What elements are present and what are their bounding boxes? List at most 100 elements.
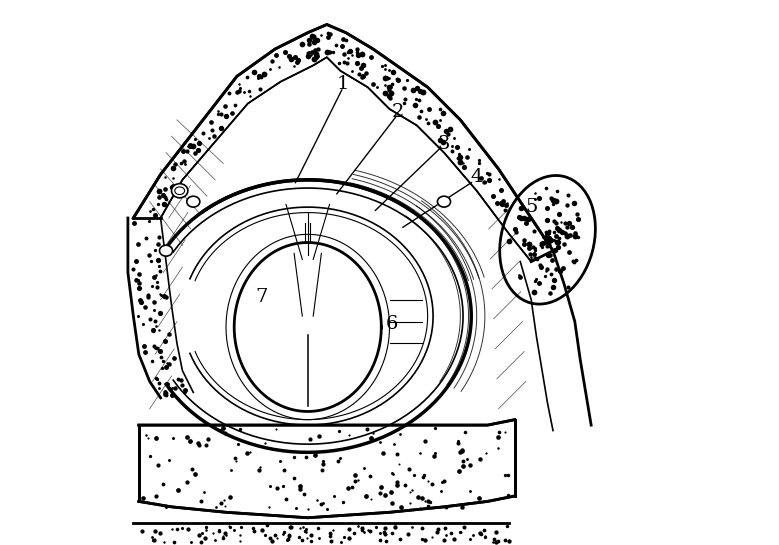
Point xyxy=(416,523,428,532)
Point xyxy=(130,275,143,284)
Point xyxy=(517,211,530,220)
Point xyxy=(126,264,139,273)
Text: 4: 4 xyxy=(471,168,483,186)
Point xyxy=(509,202,522,210)
Point xyxy=(308,38,320,46)
Point xyxy=(382,66,395,75)
Point xyxy=(530,255,543,264)
Point xyxy=(354,64,367,72)
Point xyxy=(391,481,404,489)
Point xyxy=(323,531,336,540)
Point xyxy=(365,53,378,62)
Point xyxy=(323,47,336,56)
Point xyxy=(341,58,354,67)
Point xyxy=(294,485,306,494)
Point xyxy=(233,80,245,88)
Point xyxy=(545,235,557,244)
Point xyxy=(161,380,174,389)
Point xyxy=(573,233,585,241)
Point xyxy=(146,204,159,213)
Point xyxy=(148,298,160,306)
Point xyxy=(414,449,426,457)
Point xyxy=(547,283,559,292)
Point xyxy=(487,192,499,201)
Point xyxy=(518,239,530,248)
Point xyxy=(547,196,559,204)
Point xyxy=(463,145,475,154)
Point xyxy=(456,447,468,456)
Point xyxy=(561,232,573,240)
Point xyxy=(529,189,541,197)
Point xyxy=(263,534,276,542)
Point xyxy=(420,115,432,124)
Point xyxy=(533,193,545,202)
Point xyxy=(157,191,169,199)
Point xyxy=(162,384,174,393)
Point xyxy=(551,238,563,247)
Point xyxy=(518,239,530,248)
Point xyxy=(467,530,479,539)
Point xyxy=(158,292,171,300)
Point xyxy=(263,502,275,511)
Point xyxy=(224,522,237,531)
Point xyxy=(571,209,583,218)
Point xyxy=(357,61,369,70)
Point xyxy=(358,528,370,537)
Point xyxy=(219,528,231,537)
Point xyxy=(527,288,540,296)
Point xyxy=(210,503,222,512)
Point xyxy=(569,255,582,264)
Point xyxy=(414,87,427,96)
Point xyxy=(446,147,459,155)
Point xyxy=(160,195,172,203)
Point xyxy=(159,389,171,398)
Point xyxy=(541,264,553,273)
Point xyxy=(561,200,573,209)
Point xyxy=(340,36,352,45)
Point xyxy=(178,387,191,396)
Point xyxy=(440,502,453,511)
Point xyxy=(321,505,333,513)
Point xyxy=(200,441,213,450)
Point xyxy=(509,225,521,234)
Point xyxy=(374,528,386,537)
Point xyxy=(303,40,315,49)
Point xyxy=(386,499,398,508)
Point xyxy=(322,32,334,41)
Point xyxy=(453,149,466,158)
Point xyxy=(454,447,467,456)
Point xyxy=(149,526,161,535)
Point xyxy=(382,92,395,101)
Point xyxy=(439,524,451,532)
Point xyxy=(537,233,549,241)
Point xyxy=(365,494,377,503)
Point xyxy=(528,246,541,255)
Point xyxy=(337,50,350,59)
Point xyxy=(198,487,210,496)
Point xyxy=(492,433,504,441)
Point xyxy=(270,51,282,59)
Point xyxy=(572,214,584,223)
Point xyxy=(164,456,176,465)
Point xyxy=(294,523,306,532)
Point xyxy=(434,116,446,124)
Point xyxy=(513,235,526,244)
Point xyxy=(399,95,411,104)
Point xyxy=(233,86,245,95)
Point xyxy=(554,267,566,275)
Point xyxy=(167,174,180,183)
Point xyxy=(445,529,457,537)
Point xyxy=(534,247,547,256)
Point xyxy=(180,478,192,487)
Point xyxy=(288,453,301,462)
Point xyxy=(548,227,561,236)
Point xyxy=(540,183,552,192)
Point xyxy=(255,72,267,81)
Point xyxy=(416,89,428,98)
Point xyxy=(432,122,444,131)
Point xyxy=(148,273,160,282)
Point xyxy=(132,239,145,248)
Point xyxy=(399,481,411,489)
Point xyxy=(298,527,311,536)
Point xyxy=(338,532,351,541)
